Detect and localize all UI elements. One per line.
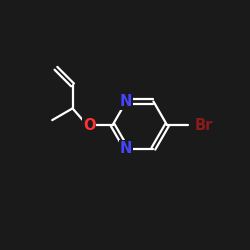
Text: N: N <box>120 94 132 109</box>
Text: N: N <box>120 141 132 156</box>
Text: Br: Br <box>194 118 212 132</box>
Text: O: O <box>83 118 96 132</box>
